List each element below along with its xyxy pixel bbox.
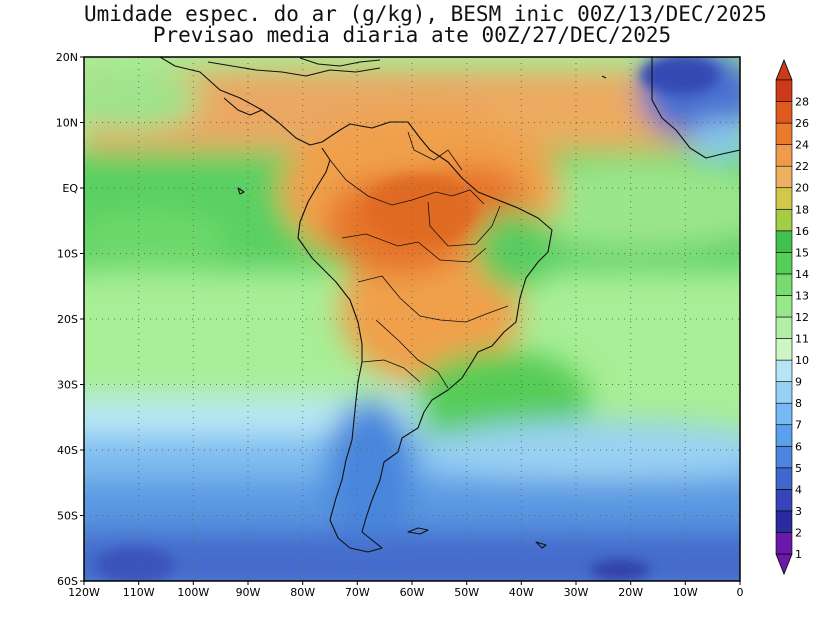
colorbar-swatch (775, 381, 793, 404)
lat-label: 20N (56, 51, 78, 64)
longitude-axis: 120W 110W 100W 90W 80W 70W 60W 50W 40W 3… (68, 586, 743, 599)
colorbar-label: 3 (795, 505, 802, 518)
colorbar-label: 11 (795, 333, 809, 346)
colorbar-label: 4 (795, 483, 802, 496)
colorbar-swatch (775, 445, 793, 469)
colorbar-swatch (775, 467, 793, 490)
lon-label: 10W (673, 586, 698, 599)
lon-label: 0 (737, 586, 744, 599)
colorbar-label: 14 (795, 268, 809, 281)
colorbar-swatch (775, 359, 793, 382)
colorbar-label: 13 (795, 289, 809, 302)
colorbar-swatch (775, 122, 793, 145)
map-title-line-1: Umidade espec. do ar (g/kg), BESM inic 0… (84, 2, 767, 26)
colorbar-label: 26 (795, 117, 809, 130)
colorbar-label: 8 (795, 397, 802, 410)
lon-label: 30W (564, 586, 589, 599)
lon-label: 110W (123, 586, 155, 599)
colorbar-swatch (775, 208, 793, 232)
coastlines (159, 57, 740, 553)
colorbar-swatch (775, 489, 793, 512)
graticule (84, 57, 740, 581)
lat-label: 40S (57, 444, 78, 457)
lon-label: 90W (236, 586, 261, 599)
colorbar-swatch (775, 187, 793, 210)
humidity-field (84, 57, 740, 581)
colorbar-swatch (775, 165, 793, 189)
colorbar-swatch (775, 252, 793, 275)
map-title-line-2: Previsao media diaria ate 00Z/27/DEC/202… (152, 23, 672, 47)
lon-label: 80W (290, 586, 315, 599)
lon-label: 120W (68, 586, 100, 599)
colorbar-label: 24 (795, 139, 809, 152)
lat-label: 10S (57, 248, 78, 261)
colorbar-label: 18 (795, 203, 809, 216)
colorbar-swatch (775, 101, 793, 124)
lat-label: EQ (62, 182, 78, 195)
lon-label: 100W (177, 586, 209, 599)
colorbar-upper-arrow (775, 58, 793, 81)
lat-label: 50S (57, 510, 78, 523)
colorbar-label: 10 (795, 354, 809, 367)
latitude-axis: 20N 10N EQ 10S 20S 30S 40S 50S 60S (56, 51, 79, 588)
colorbar-swatch (775, 273, 793, 296)
colorbar-label: 20 (795, 182, 809, 195)
colorbar-label: 22 (795, 160, 809, 173)
lon-label: 20W (618, 586, 643, 599)
colorbar-label: 16 (795, 225, 809, 238)
colorbar-lower-arrow (775, 553, 793, 576)
lat-label: 20S (57, 313, 78, 326)
country-borders (329, 131, 509, 389)
colorbar-swatch (775, 338, 793, 361)
colorbar-label: 5 (795, 462, 802, 475)
axis-ticks (80, 56, 741, 585)
colorbar-swatch (775, 295, 793, 318)
colorbar-label: 15 (795, 246, 809, 259)
lon-label: 60W (400, 586, 425, 599)
colorbar-swatch (775, 532, 793, 555)
colorbar-swatch (775, 316, 793, 339)
colorbar-label: 12 (795, 311, 809, 324)
colorbar-swatch (775, 510, 793, 533)
colorbar-swatch (775, 79, 793, 102)
colorbar-swatch (775, 402, 793, 426)
lon-label: 70W (345, 586, 370, 599)
colorbar-swatch (775, 424, 793, 447)
colorbar-swatch (775, 230, 793, 253)
colorbar-label: 9 (795, 376, 802, 389)
colorbar-label: 2 (795, 526, 802, 539)
colorbar-label: 7 (795, 419, 802, 432)
colorbar-label: 1 (795, 548, 802, 561)
lon-label: 40W (509, 586, 534, 599)
lat-label: 10N (56, 117, 78, 130)
lon-label: 50W (454, 586, 479, 599)
colorbar-label: 28 (795, 96, 809, 109)
colorbar-swatch (775, 144, 793, 167)
lat-label: 30S (57, 379, 78, 392)
colorbar-label: 6 (795, 440, 802, 453)
lat-label: 60S (57, 575, 78, 588)
